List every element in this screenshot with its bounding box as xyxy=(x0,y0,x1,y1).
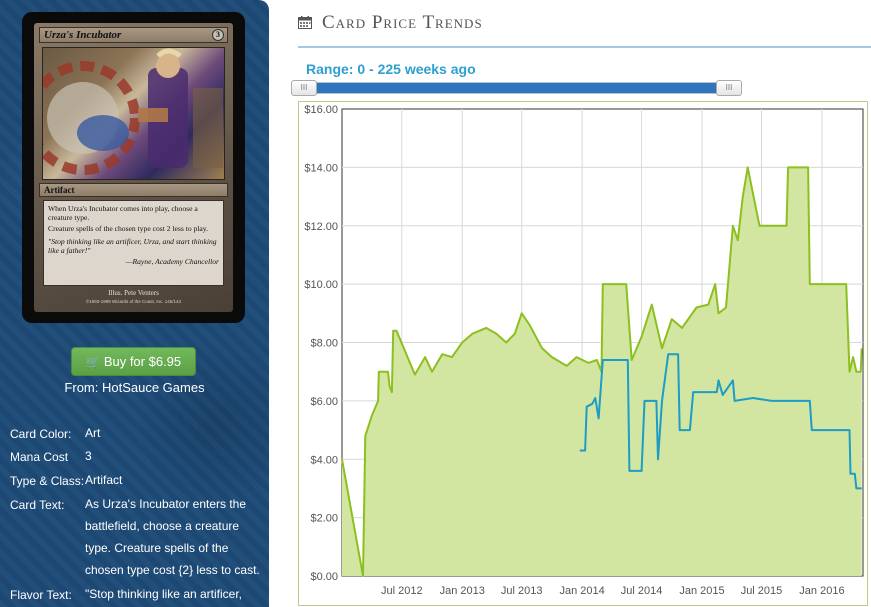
y-tick-label: $4.00 xyxy=(310,454,338,466)
card-color-label: Card Color: xyxy=(10,427,72,441)
seller-name: From: HotSauce Games xyxy=(64,380,205,395)
x-tick-label: Jul 2012 xyxy=(381,585,423,597)
series-line-blue xyxy=(579,353,862,490)
mana-cost-value: 3 xyxy=(85,449,92,463)
calendar-icon xyxy=(298,16,312,29)
price-chart-svg: $0.00 $2.00 $4.00 $6.00 $8.00 $10.00 $12.00 $14… xyxy=(304,104,864,597)
x-tick-label: Jan 2015 xyxy=(679,585,724,597)
y-tick-label: $0.00 xyxy=(310,571,338,583)
x-tick-label: Jan 2013 xyxy=(440,585,485,597)
card-copyright: ©1993-1999 Wizards of the Coast, Inc. 14… xyxy=(85,299,182,304)
type-class-value: Artifact xyxy=(85,473,123,487)
y-tick-label: $6.00 xyxy=(310,396,338,408)
card-flavor-attribution: —Rayne, Academy Chancellor xyxy=(125,257,219,266)
card-artwork xyxy=(42,47,225,180)
price-chart: $0.00 $2.00 $4.00 $6.00 $8.00 $10.00 $12.00 $14… xyxy=(298,101,868,606)
x-tick-label: Jan 2016 xyxy=(799,585,844,597)
type-class-label: Type & Class: xyxy=(10,474,85,488)
card-details-panel: Urza's Incubator 3 Artifact When Urza's … xyxy=(0,0,269,607)
range-label: Range: 0 - 225 weeks ago xyxy=(306,61,476,77)
card-rules-line: When Urza's Incubator comes into play, c… xyxy=(48,204,198,222)
card-name: Urza's Incubator xyxy=(44,29,122,41)
y-tick-label: $16.00 xyxy=(304,104,338,116)
card-title-bar: Urza's Incubator 3 xyxy=(39,27,228,43)
y-tick-label: $12.00 xyxy=(304,221,338,233)
x-tick-label: Jul 2013 xyxy=(501,585,543,597)
x-tick-label: Jan 2014 xyxy=(560,585,605,597)
price-trends-header: Card Price Trends xyxy=(298,0,871,46)
buy-button[interactable]: 🛒 Buy for $6.95 xyxy=(71,347,196,376)
header-divider xyxy=(298,46,871,48)
card-flavor-text: "Stop thinking like an artificer, Urza, … xyxy=(48,237,217,255)
card-illustrator: Illus. Pete Venters xyxy=(108,289,159,297)
card-color-value: Art xyxy=(85,426,101,440)
card-art-illustration xyxy=(43,48,223,175)
y-tick-label: $2.00 xyxy=(310,513,338,525)
range-slider-end-handle[interactable]: III xyxy=(716,80,742,96)
cart-icon: 🛒 xyxy=(85,355,101,369)
mana-symbol-icon: 3 xyxy=(212,29,224,41)
x-tick-label: Jul 2015 xyxy=(741,585,783,597)
series-line-green xyxy=(341,166,863,577)
range-slider-start-handle[interactable]: III xyxy=(291,80,317,96)
card-rules-line: Creature spells of the chosen type cost … xyxy=(48,224,208,233)
range-slider-selection[interactable] xyxy=(304,83,729,93)
card-image: Urza's Incubator 3 Artifact When Urza's … xyxy=(22,12,245,323)
x-tick-label: Jul 2014 xyxy=(621,585,663,597)
y-tick-label: $8.00 xyxy=(310,338,338,350)
card-type-line: Artifact xyxy=(39,183,228,197)
panel-title: Card Price Trends xyxy=(322,12,483,33)
flavor-text-value: "Stop thinking like an artificer, xyxy=(85,587,243,601)
buy-button-label: Buy for $6.95 xyxy=(103,354,182,369)
card-text-value: As Urza's Incubator enters the battlefie… xyxy=(85,497,260,577)
card-face: Urza's Incubator 3 Artifact When Urza's … xyxy=(34,23,233,312)
card-text-label: Card Text: xyxy=(10,498,65,512)
flavor-text-label: Flavor Text: xyxy=(10,588,72,602)
card-rules-text: When Urza's Incubator comes into play, c… xyxy=(43,200,224,286)
y-tick-label: $14.00 xyxy=(304,162,338,174)
mana-cost-label: Mana Cost xyxy=(10,450,69,464)
y-tick-label: $10.00 xyxy=(304,279,338,291)
